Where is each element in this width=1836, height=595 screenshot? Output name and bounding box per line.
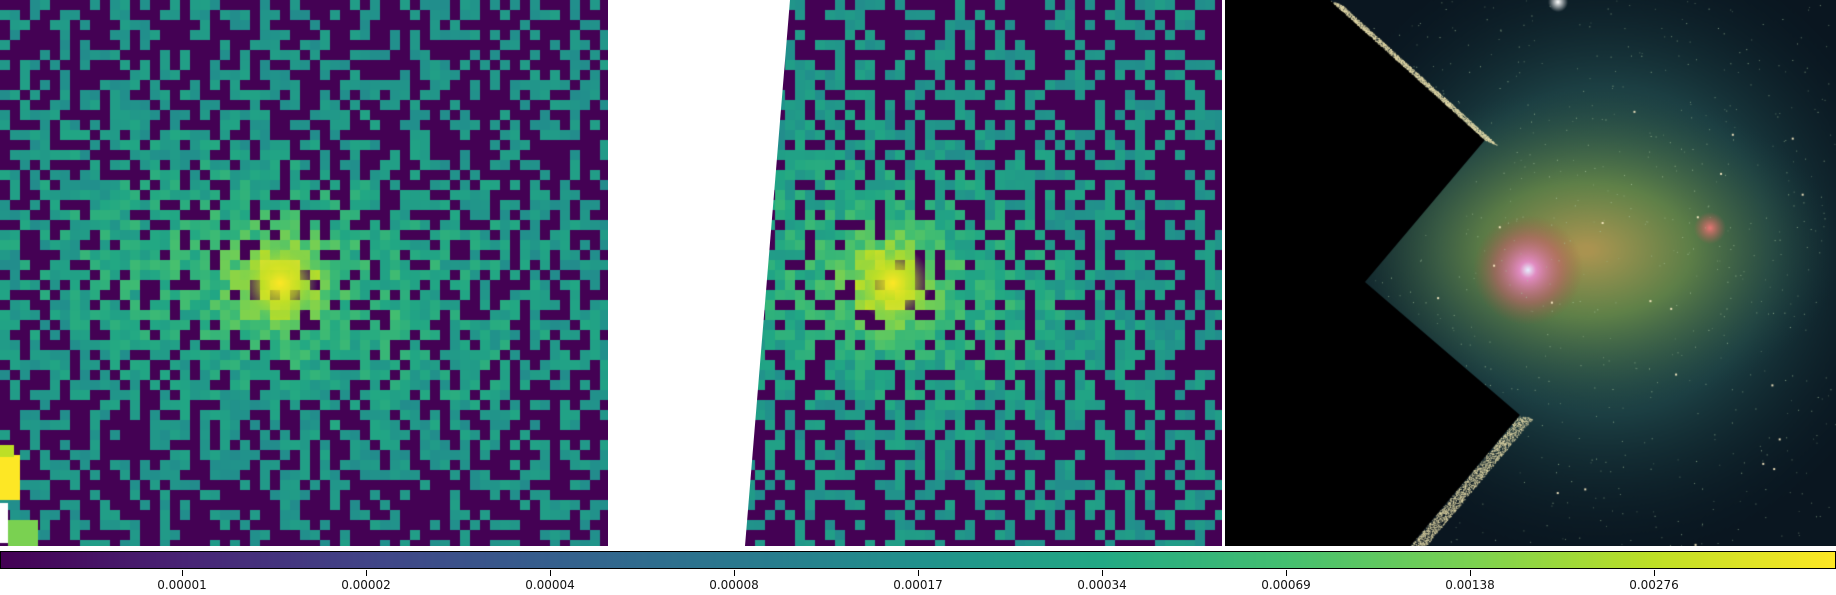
colorbar-tick-label: 0.00069 — [1261, 578, 1311, 592]
colorbar-tick — [366, 570, 367, 576]
colorbar-tick — [1470, 570, 1471, 576]
colorbar-tick — [1286, 570, 1287, 576]
colorbar-tick — [550, 570, 551, 576]
colorbar-tick — [918, 570, 919, 576]
middle-pixel-map — [745, 0, 1222, 546]
colorbar-tick-label: 0.00008 — [709, 578, 759, 592]
colorbar-gradient — [0, 551, 1836, 569]
colorbar-tick-label: 0.00002 — [341, 578, 391, 592]
colorbar-tick — [1654, 570, 1655, 576]
galaxy-image-canvas — [1225, 0, 1836, 546]
colorbar-tick-label: 0.00276 — [1629, 578, 1679, 592]
colorbar-tick — [182, 570, 183, 576]
colorbar-tick-label: 0.00034 — [1077, 578, 1127, 592]
colorbar-tick-label: 0.00001 — [157, 578, 207, 592]
colorbar — [0, 551, 1836, 571]
colorbar-tick — [734, 570, 735, 576]
middle-pixel-map-canvas — [745, 0, 1222, 546]
colorbar-tick-label: 0.00017 — [893, 578, 943, 592]
left-pixel-map — [0, 0, 608, 546]
colorbar-tick — [1102, 570, 1103, 576]
left-pixel-map-canvas — [0, 0, 608, 546]
right-galaxy-image — [1225, 0, 1836, 546]
colorbar-tick-label: 0.00138 — [1445, 578, 1495, 592]
colorbar-tick-label: 0.00004 — [525, 578, 575, 592]
